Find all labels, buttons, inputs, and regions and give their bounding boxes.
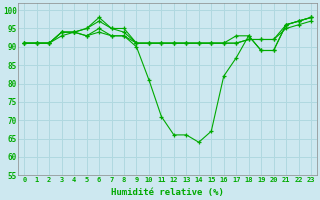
X-axis label: Humidité relative (%): Humidité relative (%)	[111, 188, 224, 197]
